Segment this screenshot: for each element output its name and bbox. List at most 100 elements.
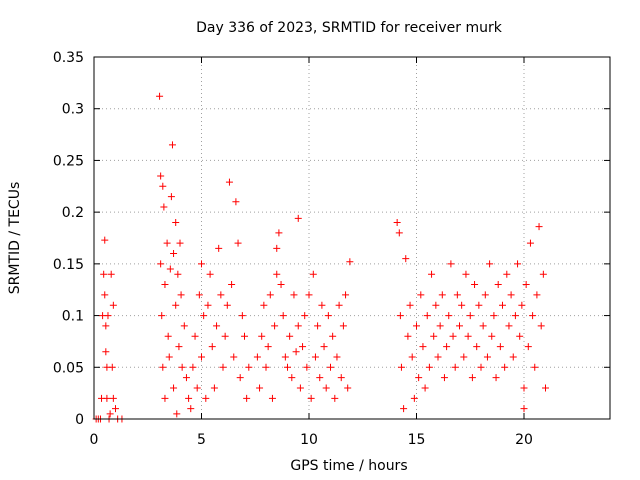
data-point [258,332,266,340]
data-point [102,348,110,356]
data-point [173,410,181,418]
data-point [526,239,534,247]
data-point [299,343,307,351]
data-point [440,374,448,382]
data-point [311,353,319,361]
data-point [453,291,461,299]
data-point [339,322,347,330]
data-point [266,291,274,299]
data-point [428,270,436,278]
data-point [168,141,176,149]
x-tick-label: 0 [90,432,99,448]
data-point [182,374,190,382]
data-point [471,281,479,289]
data-point [290,291,298,299]
data-point [324,312,332,320]
data-point [208,343,216,351]
data-point [344,384,352,392]
data-point [320,343,328,351]
data-point [156,92,164,100]
data-point [539,270,547,278]
data-point [223,301,231,309]
data-point [531,363,539,371]
data-point [228,281,236,289]
data-point [473,343,481,351]
data-point [533,291,541,299]
data-point [456,322,463,330]
data-point [499,301,506,309]
data-point [187,405,195,413]
data-point [505,322,513,330]
data-point [202,394,210,402]
grid-lines [94,57,610,419]
data-point [322,384,330,392]
data-point [449,332,457,340]
data-point [496,343,504,351]
data-point [542,384,549,392]
data-point [210,384,218,392]
data-point [264,343,272,351]
data-point [451,363,459,371]
data-point [213,322,221,330]
data-point [100,270,108,278]
data-point [157,172,165,180]
data-point [522,281,530,289]
data-point [243,394,251,402]
data-point [514,260,522,268]
data-point [262,363,270,371]
data-point [170,250,178,258]
data-point [221,332,229,340]
data-point [106,410,114,418]
data-point [396,312,404,320]
data-point [215,244,223,252]
data-point [225,178,233,186]
data-point [458,301,466,309]
data-point [204,301,212,309]
data-point [107,270,115,278]
data-point [337,374,345,382]
data-point [488,332,496,340]
data-point [303,363,311,371]
data-point [400,405,408,413]
data-point [158,312,166,320]
data-point [327,363,334,371]
data-point [260,301,268,309]
y-tick-label: 0.3 [62,102,84,118]
data-point [109,301,117,309]
data-point [170,384,178,392]
data-point [172,218,180,226]
data-point [206,270,214,278]
data-point [309,270,317,278]
data-point [301,312,309,320]
data-point [479,322,487,330]
y-tick-label: 0 [75,412,84,428]
data-point [238,312,246,320]
data-point [163,239,171,247]
data-point [492,374,500,382]
data-point [443,343,451,351]
data-point [281,353,289,361]
data-point [177,291,185,299]
data-point [518,301,526,309]
data-point [529,312,537,320]
data-point [516,332,524,340]
data-point [475,301,483,309]
data-point [161,394,169,402]
data-point [509,353,517,361]
data-point [175,343,183,351]
data-point [436,322,444,330]
data-point [167,193,175,201]
data-point [520,384,528,392]
data-point [292,348,300,356]
data-point [279,312,287,320]
data-point [245,363,253,371]
data-point [271,322,279,330]
data-point [256,384,264,392]
data-point [165,353,173,361]
data-point [393,218,401,226]
data-point [316,374,324,382]
data-point [425,363,433,371]
data-point [318,301,326,309]
data-point [277,281,285,289]
data-point [395,229,403,237]
